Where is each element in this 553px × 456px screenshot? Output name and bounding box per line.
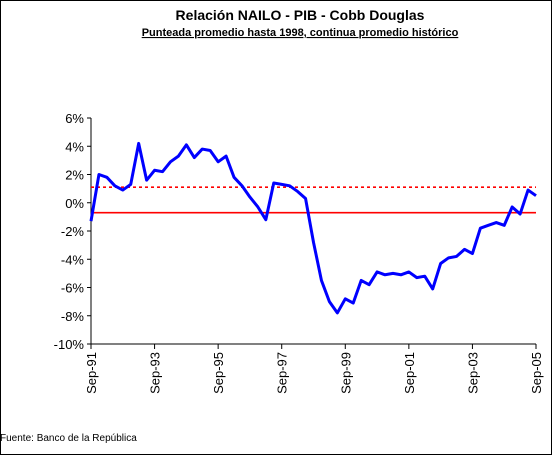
x-tick-label: Sep-93 [148,352,163,394]
y-tick-label: 4% [65,139,84,154]
x-tick-label: Sep-95 [211,352,226,394]
y-tick-label: -8% [61,309,85,324]
x-tick-label: Sep-97 [275,352,290,394]
y-tick-label: -2% [61,224,85,239]
y-tick-label: 2% [65,168,84,183]
chart-title: Relación NAILO - PIB - Cobb Douglas [176,7,425,23]
data-line [89,141,537,315]
y-tick-label: -6% [61,281,85,296]
source-note: Fuente: Banco de la República [0,433,137,444]
x-tick-label: Sep-03 [465,352,480,394]
x-tick-label: Sep-91 [84,352,99,394]
x-tick-label: Sep-99 [338,352,353,394]
x-tick-label: Sep-05 [529,352,544,394]
y-tick-label: -4% [61,252,85,267]
y-tick-label: -10% [54,337,85,352]
y-tick-label: 6% [65,111,84,126]
y-tick-label: 0% [65,196,84,211]
x-tick-label: Sep-01 [402,352,417,394]
chart-subtitle: Punteada promedio hasta 1998, continua p… [142,27,459,39]
